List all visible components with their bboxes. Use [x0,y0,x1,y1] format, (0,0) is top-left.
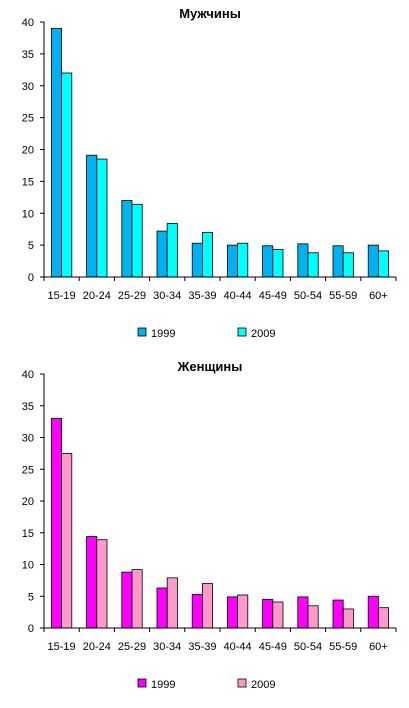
x-tick-label: 45-49 [259,290,287,302]
y-tick-label: 15 [22,176,34,188]
bar-1999-55-59 [332,599,344,629]
x-tick-label: 15-19 [48,290,76,302]
chart-title: Мужчины [179,6,241,21]
y-tick-label: 25 [22,113,34,125]
bar-1999-35-39 [191,593,203,629]
bar-2009-15-19 [61,72,73,278]
bar-2009-35-39 [201,231,214,278]
x-tick-label: 15-19 [48,641,76,653]
x-tick-label: 45-49 [259,641,287,653]
x-tick-label: 60+ [369,290,388,302]
bar-2009-40-44 [237,242,249,278]
bar-1999-15-19 [50,418,62,629]
y-tick-label: 20 [22,145,34,157]
x-tick-label: 35-39 [188,641,216,653]
x-tick-label: 55-59 [329,290,357,302]
y-tick-label: 20 [22,496,34,508]
legend: 1999 2009 [137,327,275,340]
bar-2009-20-24 [96,539,108,629]
legend-label-1999: 1999 [151,328,175,340]
x-tick-label: 25-29 [118,290,146,302]
bar-1999-35-39 [191,242,203,278]
x-tick-label: 25-29 [118,641,146,653]
x-axis-ticks: 15-19 20-24 25-29 30-34 35-39 40-44 45-49 50-54… [43,627,397,653]
bar-2009-45-49 [272,601,284,629]
bar-2009-15-19 [61,452,73,629]
bar-2009-25-29 [131,203,143,278]
x-tick-label: 55-59 [329,641,357,653]
bar-1999-20-24 [86,536,98,629]
y-tick-label: 10 [22,560,34,572]
bars [50,27,390,278]
bar-2009-60+ [377,250,390,278]
legend: 1999 2009 [137,678,275,691]
x-tick-label: 60+ [369,641,388,653]
bar-2009-20-24 [96,158,108,278]
bar-2009-55-59 [342,608,354,629]
x-tick-label: 50-54 [294,290,322,302]
y-tick-label: 35 [22,49,34,61]
bar-1999-45-49 [262,245,274,278]
bar-1999-15-19 [50,27,62,278]
y-tick-label: 30 [22,433,34,445]
y-axis-ticks: 0 5 10 15 20 25 30 35 40 [22,369,45,635]
x-tick-label: 30-34 [153,641,181,653]
y-tick-label: 5 [28,240,34,252]
bar-1999-55-59 [332,245,344,278]
bar-1999-50-54 [297,596,309,629]
bar-2009-35-39 [201,583,214,629]
x-tick-label: 40-44 [224,641,252,653]
chart-men: Мужчины 0 5 10 15 20 25 30 35 40 15-19 20-24 25-29… [22,6,397,340]
x-tick-label: 40-44 [224,290,252,302]
x-tick-label: 20-24 [83,290,111,302]
legend-swatch-1999 [137,327,147,337]
y-tick-label: 5 [28,591,34,603]
x-tick-label: 30-34 [153,290,181,302]
legend-swatch-2009 [237,327,247,337]
bar-1999-50-54 [297,243,309,278]
bar-2009-30-34 [166,223,178,278]
legend-swatch-2009 [237,678,247,688]
y-tick-label: 0 [28,272,34,284]
chart-title: Женщины [177,359,243,374]
y-tick-label: 35 [22,401,34,413]
legend-label-2009: 2009 [251,679,275,691]
bar-1999-40-44 [226,244,238,278]
legend-label-1999: 1999 [151,679,175,691]
bar-1999-60+ [367,244,379,278]
y-tick-label: 30 [22,81,34,93]
y-axis-ticks: 0 5 10 15 20 25 30 35 40 [22,17,45,284]
bar-1999-30-34 [156,587,168,629]
bar-1999-20-24 [86,154,98,278]
y-tick-label: 15 [22,528,34,540]
bar-1999-25-29 [121,200,133,278]
x-tick-label: 50-54 [294,641,322,653]
bar-1999-25-29 [121,571,133,629]
bars [50,418,390,629]
bar-1999-30-34 [156,230,168,278]
bar-1999-60+ [367,595,379,629]
legend-swatch-1999 [137,678,147,688]
x-axis-ticks: 15-19 20-24 25-29 30-34 35-39 40-44 45-49 50-54… [43,276,397,302]
chart-women: Женщины 0 5 10 15 20 25 30 35 40 15-19 20-24 25-29… [22,359,397,691]
bar-2009-25-29 [131,569,143,629]
bar-2009-30-34 [166,577,178,629]
bar-1999-40-44 [226,596,238,629]
bar-2009-50-54 [307,605,319,629]
bar-2009-55-59 [342,252,354,278]
y-tick-label: 10 [22,208,34,220]
bar-2009-40-44 [237,594,249,629]
y-tick-label: 40 [22,369,34,381]
y-tick-label: 40 [22,17,34,29]
y-tick-label: 0 [28,623,34,635]
x-tick-label: 20-24 [83,641,111,653]
y-tick-label: 25 [22,464,34,476]
bar-2009-50-54 [307,252,319,278]
bar-1999-45-49 [262,599,274,629]
x-tick-label: 35-39 [188,290,216,302]
bar-2009-45-49 [272,249,284,278]
bar-2009-60+ [377,607,390,629]
legend-label-2009: 2009 [251,328,275,340]
